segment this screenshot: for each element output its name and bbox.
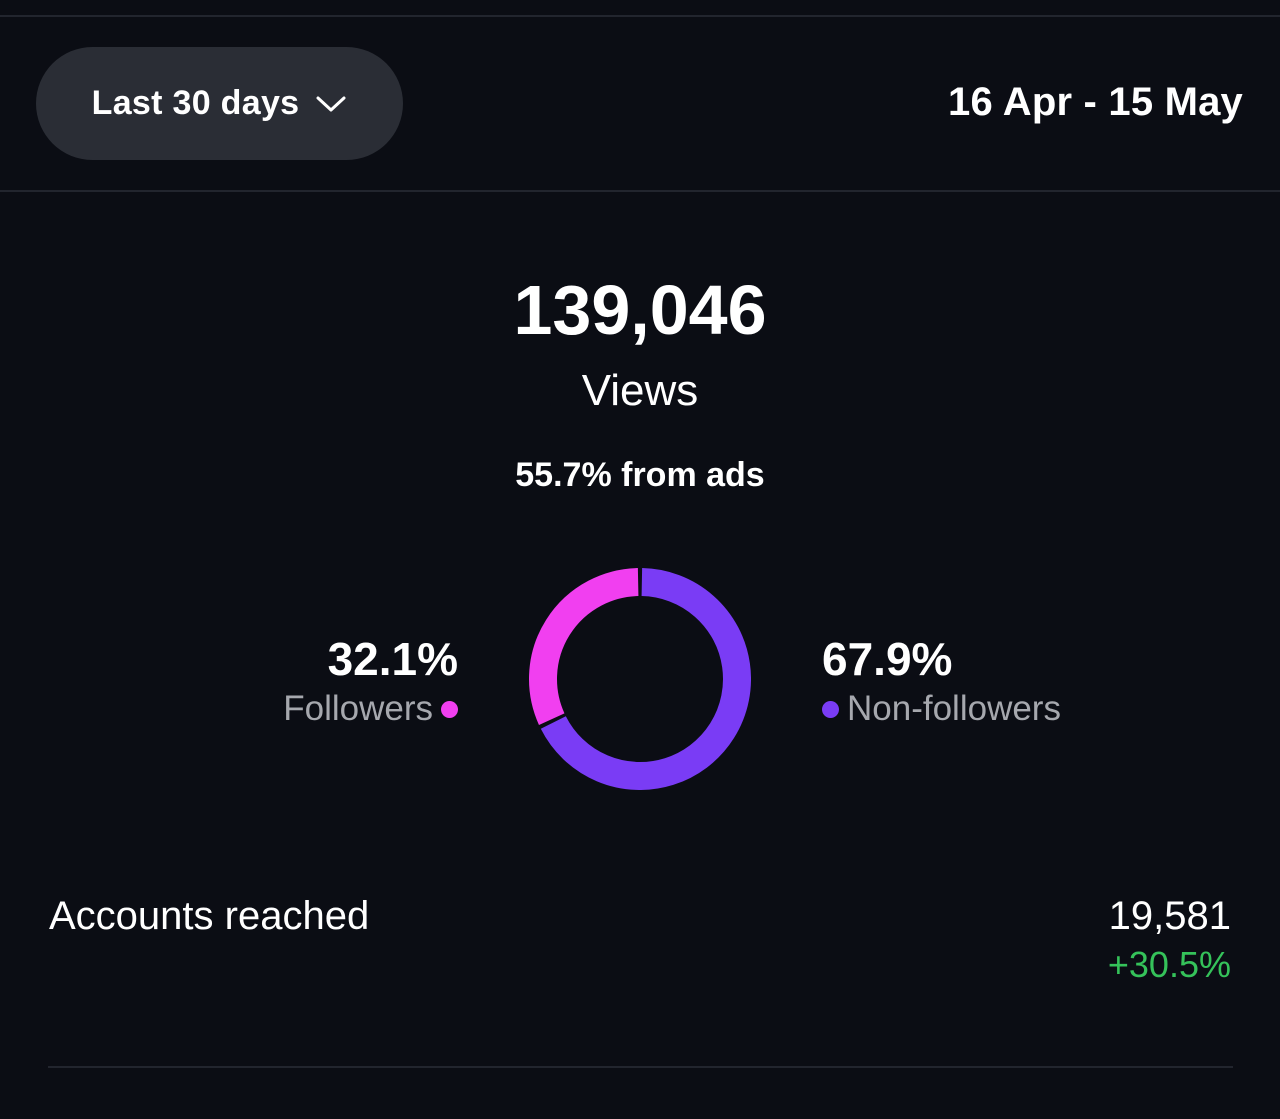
- ads-share-text: 55.7% from ads: [515, 456, 765, 494]
- followers-donut-chart: [529, 568, 751, 790]
- accounts-reached-value: 19,581: [1108, 894, 1231, 938]
- bottom-divider: [48, 1066, 1233, 1068]
- date-range-text: 16 Apr - 15 May: [948, 80, 1243, 124]
- chevron-down-icon: [316, 96, 346, 111]
- views-count: 139,046: [513, 271, 767, 349]
- followers-segment: [529, 568, 639, 725]
- followers-legend-label: Followers: [283, 689, 433, 728]
- nonfollowers-percentage: 67.9%: [822, 633, 953, 685]
- date-range-dropdown-label: Last 30 days: [91, 84, 300, 122]
- date-range-dropdown[interactable]: Last 30 days: [36, 47, 403, 160]
- accounts-reached-label: Accounts reached: [49, 894, 370, 938]
- nonfollowers-segment: [540, 568, 751, 790]
- followers-percentage: 32.1%: [327, 633, 458, 685]
- accounts-reached-change: +30.5%: [1107, 944, 1231, 985]
- top-divider: [0, 15, 1280, 17]
- nonfollowers-legend-dot: [822, 700, 839, 718]
- nonfollowers-legend-label: Non-followers: [847, 689, 1061, 728]
- followers-legend-dot: [441, 700, 458, 718]
- header-divider: [0, 190, 1280, 192]
- views-label: Views: [581, 366, 699, 415]
- nonfollowers-stat: 67.9% Non-followers: [822, 632, 1061, 732]
- followers-stat: 32.1% Followers: [283, 632, 458, 732]
